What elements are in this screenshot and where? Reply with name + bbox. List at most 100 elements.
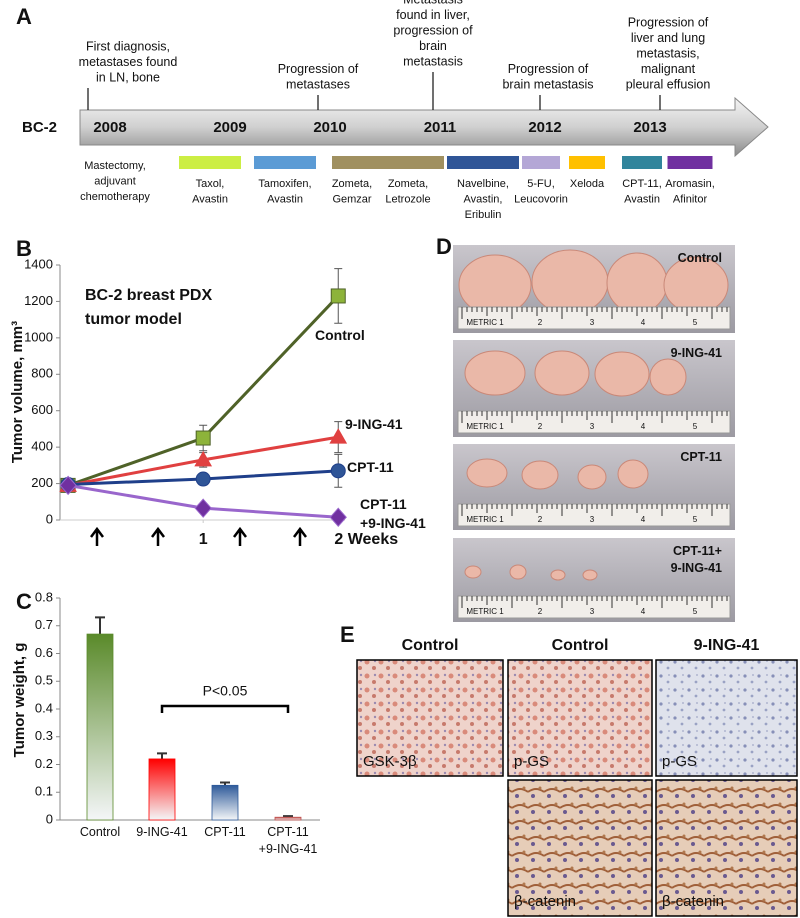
x-tick-label: Control	[80, 825, 120, 839]
bar	[86, 633, 114, 821]
stain-label: β-catenin	[514, 893, 576, 910]
marker	[329, 507, 347, 528]
treatment-text: adjuvant	[94, 175, 136, 187]
year-label: 2012	[528, 119, 561, 136]
series-label: CPT-11	[347, 459, 394, 475]
treatment-text: Leucovorin	[514, 193, 568, 205]
panel-letter: B	[16, 236, 32, 261]
treatment-text: Letrozole	[385, 193, 430, 205]
stain-label: p-GS	[662, 753, 697, 770]
panel-letter: D	[436, 234, 452, 259]
y-tick-label: 0.3	[35, 728, 53, 743]
tumor	[649, 358, 687, 396]
ruler-label: 5	[693, 422, 698, 431]
panel-letter: A	[16, 4, 32, 29]
x-tick-label: CPT-11 +9-ING-41	[259, 825, 318, 856]
ruler-label: 4	[641, 515, 646, 524]
dose-arrow	[151, 526, 165, 546]
significance-label: P<0.05	[203, 683, 248, 699]
treatment-text: Tamoxifen,	[258, 178, 311, 190]
treatment-text: Gemzar	[332, 193, 371, 205]
treatment-text: Zometa,	[388, 178, 428, 190]
ruler-label: 2	[538, 422, 543, 431]
dose-arrow	[233, 526, 247, 546]
ruler-label: METRIC 1	[466, 515, 504, 524]
tumor	[531, 249, 609, 315]
error-bar	[95, 616, 105, 635]
event-text: liver and lung	[631, 31, 705, 45]
y-tick-label: 400	[31, 439, 53, 454]
y-tick-label: 1200	[24, 293, 53, 308]
photo-label: CPT-11	[680, 450, 722, 464]
ihc-header: Control	[552, 637, 609, 654]
treatment-box	[622, 156, 662, 169]
series-label: 9-ING-41	[345, 416, 403, 432]
event-text: Metastasis	[403, 0, 463, 6]
tumor	[464, 565, 482, 579]
treatment-text: Xeloda	[570, 178, 605, 190]
photo-label: 9-ING-41	[671, 346, 722, 360]
tumor	[550, 569, 566, 581]
bar	[274, 816, 302, 821]
ruler-label: 2	[538, 515, 543, 524]
tumor	[606, 252, 668, 314]
year-label: 2013	[633, 119, 666, 136]
ruler-label: 5	[693, 515, 698, 524]
y-tick-label: 0.4	[35, 700, 53, 715]
photo-label: Control	[678, 251, 722, 265]
marker	[195, 430, 211, 446]
marker	[330, 463, 346, 479]
panel-letter: E	[340, 622, 355, 647]
ruler-label: 5	[693, 607, 698, 616]
ruler-label: METRIC 1	[466, 607, 504, 616]
event-text: pleural effusion	[626, 77, 711, 91]
year-label: 2009	[213, 119, 246, 136]
bar	[148, 758, 176, 821]
ihc-image	[507, 659, 653, 777]
dose-arrow	[90, 526, 104, 546]
event-text: found in liver,	[396, 8, 470, 22]
timeline-arrow	[79, 96, 769, 158]
y-tick-label: 0.2	[35, 756, 53, 771]
y-tick-label: 1400	[24, 256, 53, 271]
x-tick-label: 2 Weeks	[334, 531, 398, 548]
annotation: tumor model	[85, 311, 182, 328]
ruler-label: 2	[538, 318, 543, 327]
treatment-box	[569, 156, 605, 169]
event-text: metastasis	[403, 54, 463, 68]
stain-label: β-catenin	[662, 893, 724, 910]
dose-arrow	[293, 526, 307, 546]
treatment-box	[372, 156, 444, 169]
event-text: Progression of	[278, 62, 359, 76]
y-tick-label: 1000	[24, 329, 53, 344]
treatment-text: Avastin	[192, 193, 228, 205]
marker	[194, 450, 213, 467]
ruler-label: 3	[590, 318, 595, 327]
y-tick-label: 800	[31, 366, 53, 381]
timeline-label: BC-2	[22, 119, 57, 136]
event-text: in LN, bone	[96, 70, 160, 84]
y-tick-label: 0.7	[35, 617, 53, 632]
tumor	[577, 464, 607, 490]
marker	[194, 498, 212, 518]
event-text: Progression of	[508, 62, 589, 76]
event-text: brain metastasis	[502, 77, 593, 91]
event-text: malignant	[641, 62, 696, 76]
y-tick-label: 600	[31, 402, 53, 417]
event-text: First diagnosis,	[86, 39, 170, 53]
treatment-text: Aromasin,	[665, 178, 715, 190]
stain-label: p-GS	[514, 753, 549, 770]
ruler-label: METRIC 1	[466, 422, 504, 431]
treatment-box	[447, 156, 519, 169]
ruler-label: 3	[590, 607, 595, 616]
event-text: Progression of	[628, 15, 709, 29]
event-text: progression of	[393, 23, 473, 37]
treatment-text: Mastectomy,	[84, 160, 146, 172]
stain-label: GSK-3β	[363, 753, 417, 770]
marker	[329, 428, 348, 444]
ruler-label: METRIC 1	[466, 318, 504, 327]
treatment-text: 5-FU,	[527, 178, 555, 190]
treatment-box	[522, 156, 560, 169]
significance-bracket	[160, 704, 290, 713]
